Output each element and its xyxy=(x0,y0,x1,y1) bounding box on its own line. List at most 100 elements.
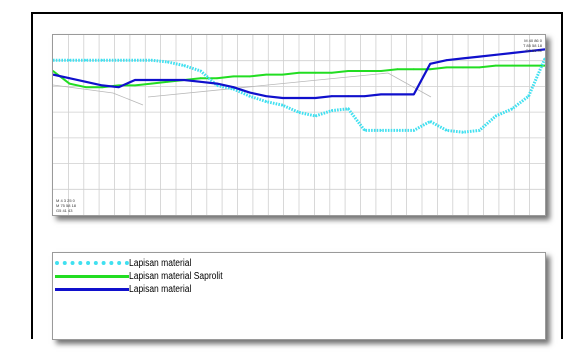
series-1-point xyxy=(412,129,415,132)
series-1-point xyxy=(216,84,218,87)
series-3-point xyxy=(445,59,448,62)
series-1-point xyxy=(429,120,432,123)
series-3-point xyxy=(265,95,268,98)
series-2-point xyxy=(314,71,317,74)
series-2-point xyxy=(445,66,448,69)
series-2-point xyxy=(544,64,545,67)
series-1-point xyxy=(117,59,120,62)
chart-grid xyxy=(53,35,545,215)
series-1-point xyxy=(68,59,71,62)
series-2-point xyxy=(330,71,333,74)
series-3-point xyxy=(183,79,186,81)
corner-label-bottom-left: M 4 3 25 0 xyxy=(56,198,76,203)
corner-label-top-right: T 85 58 18 xyxy=(523,43,543,48)
series-1-point xyxy=(265,100,268,103)
series-3-point xyxy=(429,62,432,65)
series-2-point xyxy=(232,75,235,78)
series-3-point xyxy=(216,82,218,85)
legend-panel: Lapisan material Lapisan material Saprol… xyxy=(52,252,546,340)
series-1-point xyxy=(84,59,87,62)
series-1-point xyxy=(150,59,153,62)
legend-item-3: Lapisan material xyxy=(55,283,202,295)
series-1-point xyxy=(347,107,350,110)
series-3-point xyxy=(494,53,497,56)
series-3-point xyxy=(314,97,317,99)
series-3-point xyxy=(53,73,54,76)
series-2-point xyxy=(412,68,415,71)
series-3-point xyxy=(478,55,481,58)
series-2-point xyxy=(150,82,153,85)
series-2-point xyxy=(134,84,136,87)
series-2-point xyxy=(281,73,284,76)
series-2-point xyxy=(248,75,251,78)
series-2-point xyxy=(527,64,530,67)
series-3-point xyxy=(166,79,169,81)
series-1-point xyxy=(527,95,530,98)
series-1-point xyxy=(363,129,366,132)
legend-item-2: Lapisan material Saprolit xyxy=(55,270,239,282)
series-2-point xyxy=(380,70,382,72)
series-3-point xyxy=(544,48,545,51)
legend-swatch-2 xyxy=(55,274,129,278)
series-2-point xyxy=(53,70,54,72)
corner-label-top-right: M 40 86 0 xyxy=(524,38,543,43)
series-3-point xyxy=(462,57,464,60)
series-2-point xyxy=(363,70,366,72)
series-2-point xyxy=(511,64,514,67)
series-3-point xyxy=(68,77,71,80)
series-2-point xyxy=(478,66,481,69)
series-2-point xyxy=(199,77,202,80)
series-2-point xyxy=(68,82,71,85)
series-3-point xyxy=(396,93,399,96)
series-2-point xyxy=(265,73,268,76)
legend-label-3: Lapisan material xyxy=(129,283,192,295)
series-3-point xyxy=(363,95,366,98)
series-3-point xyxy=(511,52,514,54)
series-2-point xyxy=(396,68,399,71)
legend-swatch-3 xyxy=(55,287,129,291)
series-3-point xyxy=(232,86,235,89)
series-3-point xyxy=(281,97,284,99)
series-2-point xyxy=(298,71,300,74)
series-1-point xyxy=(298,111,300,114)
series-3-point xyxy=(298,97,300,99)
legend-item-1: Lapisan material xyxy=(55,257,202,269)
series-2-point xyxy=(429,68,432,71)
corner-label-bottom-left: G5 41 43 xyxy=(56,208,73,213)
series-3-point xyxy=(527,50,530,53)
series-3-point xyxy=(84,80,87,83)
series-2-point xyxy=(462,66,464,69)
series-1-point xyxy=(511,107,514,110)
series-2-point xyxy=(101,86,104,89)
series-2-point xyxy=(166,80,169,83)
series-2-point xyxy=(84,86,87,89)
series-2-point xyxy=(347,70,350,72)
series-1-point xyxy=(445,129,448,132)
series-1-point xyxy=(166,61,169,63)
series-3-point xyxy=(150,79,153,81)
series-1-point xyxy=(248,95,251,98)
chart-series xyxy=(53,48,545,134)
series-1-point xyxy=(183,64,186,67)
corner-label-top-right: G3 50 41 xyxy=(526,48,543,53)
series-1-point xyxy=(314,115,317,117)
series-2-point xyxy=(216,77,218,80)
corner-label-bottom-left: M 75 58 18 xyxy=(56,203,77,208)
series-1-point xyxy=(134,59,136,62)
series-1-point xyxy=(478,129,481,132)
series-3-point xyxy=(199,80,202,83)
series-1-point xyxy=(330,109,333,112)
series-1-point xyxy=(462,131,464,134)
series-1-point xyxy=(544,57,545,60)
legend-label-1: Lapisan material xyxy=(129,257,192,269)
series-2-point xyxy=(494,64,497,67)
series-3-point xyxy=(248,91,251,94)
series-1-point xyxy=(101,59,104,62)
series-3-point xyxy=(117,86,120,89)
series-3-point xyxy=(101,84,104,87)
guide-line xyxy=(53,84,144,106)
series-3-point xyxy=(134,79,136,81)
series-3-point xyxy=(380,93,382,96)
